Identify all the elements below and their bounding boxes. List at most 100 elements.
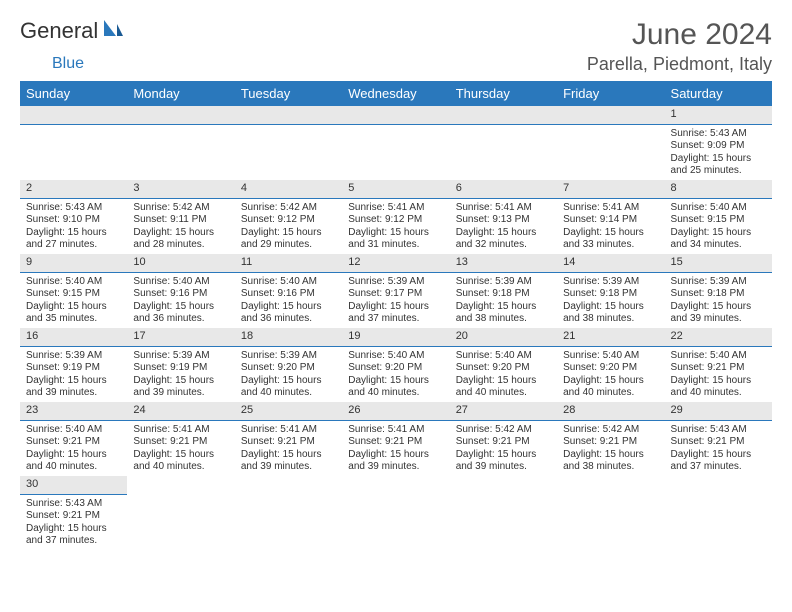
day-cell-27: 27Sunrise: 5:42 AMSunset: 9:21 PMDayligh… — [450, 402, 557, 476]
weekday-thursday: Thursday — [450, 81, 557, 106]
day-number: 27 — [450, 402, 557, 421]
empty-daynum — [127, 106, 234, 125]
calendar-row: 2Sunrise: 5:43 AMSunset: 9:10 PMDaylight… — [20, 180, 772, 254]
day-details: Sunrise: 5:40 AMSunset: 9:20 PMDaylight:… — [342, 347, 449, 402]
calendar-row: 1Sunrise: 5:43 AMSunset: 9:09 PMDaylight… — [20, 106, 772, 180]
day-details: Sunrise: 5:39 AMSunset: 9:19 PMDaylight:… — [127, 347, 234, 402]
day-details: Sunrise: 5:40 AMSunset: 9:15 PMDaylight:… — [665, 199, 772, 254]
day-cell-24: 24Sunrise: 5:41 AMSunset: 9:21 PMDayligh… — [127, 402, 234, 476]
day-cell-3: 3Sunrise: 5:42 AMSunset: 9:11 PMDaylight… — [127, 180, 234, 254]
day-details: Sunrise: 5:40 AMSunset: 9:20 PMDaylight:… — [557, 347, 664, 402]
day-details: Sunrise: 5:43 AMSunset: 9:09 PMDaylight:… — [665, 125, 772, 180]
weekday-wednesday: Wednesday — [342, 81, 449, 106]
day-details: Sunrise: 5:40 AMSunset: 9:16 PMDaylight:… — [127, 273, 234, 328]
day-cell-16: 16Sunrise: 5:39 AMSunset: 9:19 PMDayligh… — [20, 328, 127, 402]
day-number: 10 — [127, 254, 234, 273]
weekday-monday: Monday — [127, 81, 234, 106]
logo-text-2: Blue — [52, 55, 792, 73]
day-number: 17 — [127, 328, 234, 347]
day-number: 1 — [665, 106, 772, 125]
day-details: Sunrise: 5:43 AMSunset: 9:21 PMDaylight:… — [665, 421, 772, 476]
day-cell-15: 15Sunrise: 5:39 AMSunset: 9:18 PMDayligh… — [665, 254, 772, 328]
day-cell-21: 21Sunrise: 5:40 AMSunset: 9:20 PMDayligh… — [557, 328, 664, 402]
day-number: 8 — [665, 180, 772, 199]
day-details: Sunrise: 5:42 AMSunset: 9:21 PMDaylight:… — [557, 421, 664, 476]
day-number: 21 — [557, 328, 664, 347]
day-details: Sunrise: 5:39 AMSunset: 9:19 PMDaylight:… — [20, 347, 127, 402]
empty-cell — [450, 476, 557, 550]
day-cell-4: 4Sunrise: 5:42 AMSunset: 9:12 PMDaylight… — [235, 180, 342, 254]
empty-cell — [235, 106, 342, 180]
day-details: Sunrise: 5:42 AMSunset: 9:21 PMDaylight:… — [450, 421, 557, 476]
day-details: Sunrise: 5:41 AMSunset: 9:14 PMDaylight:… — [557, 199, 664, 254]
day-cell-14: 14Sunrise: 5:39 AMSunset: 9:18 PMDayligh… — [557, 254, 664, 328]
empty-cell — [127, 476, 234, 550]
day-cell-10: 10Sunrise: 5:40 AMSunset: 9:16 PMDayligh… — [127, 254, 234, 328]
day-cell-8: 8Sunrise: 5:40 AMSunset: 9:15 PMDaylight… — [665, 180, 772, 254]
empty-cell — [342, 106, 449, 180]
day-number: 9 — [20, 254, 127, 273]
day-details: Sunrise: 5:40 AMSunset: 9:20 PMDaylight:… — [450, 347, 557, 402]
day-details: Sunrise: 5:39 AMSunset: 9:18 PMDaylight:… — [450, 273, 557, 328]
day-number: 30 — [20, 476, 127, 495]
day-details: Sunrise: 5:41 AMSunset: 9:21 PMDaylight:… — [127, 421, 234, 476]
day-details: Sunrise: 5:42 AMSunset: 9:12 PMDaylight:… — [235, 199, 342, 254]
day-number: 11 — [235, 254, 342, 273]
calendar: SundayMondayTuesdayWednesdayThursdayFrid… — [20, 81, 772, 550]
empty-cell — [20, 106, 127, 180]
day-cell-2: 2Sunrise: 5:43 AMSunset: 9:10 PMDaylight… — [20, 180, 127, 254]
day-details: Sunrise: 5:41 AMSunset: 9:21 PMDaylight:… — [342, 421, 449, 476]
day-number: 13 — [450, 254, 557, 273]
day-cell-7: 7Sunrise: 5:41 AMSunset: 9:14 PMDaylight… — [557, 180, 664, 254]
day-number: 25 — [235, 402, 342, 421]
empty-daynum — [20, 106, 127, 125]
day-details: Sunrise: 5:42 AMSunset: 9:11 PMDaylight:… — [127, 199, 234, 254]
day-number: 15 — [665, 254, 772, 273]
empty-daynum — [342, 106, 449, 125]
day-number: 22 — [665, 328, 772, 347]
day-cell-30: 30Sunrise: 5:43 AMSunset: 9:21 PMDayligh… — [20, 476, 127, 550]
day-number: 24 — [127, 402, 234, 421]
empty-cell — [235, 476, 342, 550]
empty-daynum — [450, 106, 557, 125]
day-cell-19: 19Sunrise: 5:40 AMSunset: 9:20 PMDayligh… — [342, 328, 449, 402]
day-details: Sunrise: 5:40 AMSunset: 9:21 PMDaylight:… — [20, 421, 127, 476]
day-details: Sunrise: 5:39 AMSunset: 9:20 PMDaylight:… — [235, 347, 342, 402]
day-cell-29: 29Sunrise: 5:43 AMSunset: 9:21 PMDayligh… — [665, 402, 772, 476]
day-number: 26 — [342, 402, 449, 421]
logo: General — [20, 18, 128, 44]
day-cell-25: 25Sunrise: 5:41 AMSunset: 9:21 PMDayligh… — [235, 402, 342, 476]
day-number: 28 — [557, 402, 664, 421]
empty-cell — [342, 476, 449, 550]
day-details: Sunrise: 5:40 AMSunset: 9:16 PMDaylight:… — [235, 273, 342, 328]
day-details: Sunrise: 5:43 AMSunset: 9:21 PMDaylight:… — [20, 495, 127, 550]
day-details: Sunrise: 5:41 AMSunset: 9:21 PMDaylight:… — [235, 421, 342, 476]
calendar-row: 9Sunrise: 5:40 AMSunset: 9:15 PMDaylight… — [20, 254, 772, 328]
day-details: Sunrise: 5:40 AMSunset: 9:15 PMDaylight:… — [20, 273, 127, 328]
day-cell-6: 6Sunrise: 5:41 AMSunset: 9:13 PMDaylight… — [450, 180, 557, 254]
day-details: Sunrise: 5:41 AMSunset: 9:13 PMDaylight:… — [450, 199, 557, 254]
day-number: 6 — [450, 180, 557, 199]
day-cell-26: 26Sunrise: 5:41 AMSunset: 9:21 PMDayligh… — [342, 402, 449, 476]
day-cell-22: 22Sunrise: 5:40 AMSunset: 9:21 PMDayligh… — [665, 328, 772, 402]
day-details: Sunrise: 5:40 AMSunset: 9:21 PMDaylight:… — [665, 347, 772, 402]
day-cell-17: 17Sunrise: 5:39 AMSunset: 9:19 PMDayligh… — [127, 328, 234, 402]
weekday-friday: Friday — [557, 81, 664, 106]
day-number: 12 — [342, 254, 449, 273]
day-cell-1: 1Sunrise: 5:43 AMSunset: 9:09 PMDaylight… — [665, 106, 772, 180]
month-title: June 2024 — [587, 18, 772, 52]
day-cell-23: 23Sunrise: 5:40 AMSunset: 9:21 PMDayligh… — [20, 402, 127, 476]
calendar-row: 30Sunrise: 5:43 AMSunset: 9:21 PMDayligh… — [20, 476, 772, 550]
empty-daynum — [557, 106, 664, 125]
day-cell-12: 12Sunrise: 5:39 AMSunset: 9:17 PMDayligh… — [342, 254, 449, 328]
weekday-header-row: SundayMondayTuesdayWednesdayThursdayFrid… — [20, 81, 772, 106]
day-details: Sunrise: 5:39 AMSunset: 9:17 PMDaylight:… — [342, 273, 449, 328]
day-cell-20: 20Sunrise: 5:40 AMSunset: 9:20 PMDayligh… — [450, 328, 557, 402]
day-number: 4 — [235, 180, 342, 199]
day-cell-28: 28Sunrise: 5:42 AMSunset: 9:21 PMDayligh… — [557, 402, 664, 476]
weekday-saturday: Saturday — [665, 81, 772, 106]
day-details: Sunrise: 5:43 AMSunset: 9:10 PMDaylight:… — [20, 199, 127, 254]
logo-text-1: General — [20, 18, 98, 44]
sail-icon — [102, 18, 124, 44]
empty-cell — [450, 106, 557, 180]
